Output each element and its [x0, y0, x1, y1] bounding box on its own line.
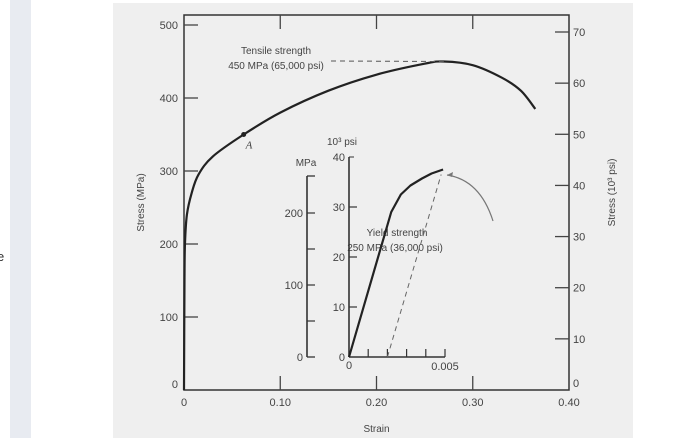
- stress-strain-figure: 0 0.10 0.20 0.30 0.40 0 100 200 300 400 500 0 10 20 30…: [113, 3, 633, 438]
- point-a-marker: [241, 132, 247, 137]
- y-tick-label: 0: [172, 379, 178, 391]
- x-tick-label: 0.20: [366, 397, 387, 409]
- inset-psi-tick-label: 30: [333, 202, 345, 214]
- y-right-tick-label: 30: [573, 232, 585, 244]
- tensile-strength-label: Tensile strength: [241, 46, 311, 57]
- y-tick-label: 100: [160, 312, 178, 324]
- inset-psi-tick-label: 40: [333, 152, 345, 164]
- x-tick-label: 0.40: [558, 397, 579, 409]
- inset-x-tick-label: 0: [346, 360, 352, 372]
- y-axis-label: Stress (MPa): [136, 173, 147, 231]
- inset-mpa-tick-label: 200: [285, 208, 303, 220]
- offset-line: [386, 174, 442, 358]
- inset-psi-unit: 10³ psi: [327, 137, 357, 148]
- tensile-strength-leader: [330, 60, 444, 62]
- inset-mpa-tick-label: 100: [285, 280, 303, 292]
- x-axis-label: Strain: [363, 424, 389, 435]
- yield-strength-value: 250 MPa (36,000 psi): [347, 243, 443, 254]
- y-right-tick-label: 20: [573, 283, 585, 295]
- y-right-axis-label: Stress (10³ psi): [607, 159, 618, 227]
- yield-strength-arrowhead: [447, 172, 453, 177]
- stress-strain-curve: [182, 60, 537, 391]
- y-right-tick-label: 60: [573, 78, 585, 90]
- y-right-tick-label: 40: [573, 180, 585, 192]
- x-tick-label: 0: [181, 397, 187, 409]
- y-right-tick-label: 0: [573, 378, 579, 390]
- x-tick-label: 0.10: [270, 397, 291, 409]
- stress-strain-chart: 0 0.10 0.20 0.30 0.4001002003004005000102030…: [136, 14, 618, 435]
- y-tick-label: 200: [160, 239, 178, 251]
- inset-mpa-unit: MPa: [296, 158, 317, 169]
- y-tick-label: 500: [160, 20, 178, 32]
- point-a-label: A: [245, 140, 253, 152]
- y-right-tick-label: 50: [573, 129, 585, 141]
- yield-strength-arrow: [446, 174, 494, 222]
- tensile-strength-value: 450 MPa (65,000 psi): [228, 61, 324, 72]
- y-right-tick-label: 70: [573, 27, 585, 39]
- inset-psi-tick-label: 10: [333, 302, 345, 314]
- inset-x-tick-label: 0.005: [431, 361, 459, 373]
- inset-psi-tick-label: 20: [333, 252, 345, 264]
- yield-strength-label: Yield strength: [367, 228, 428, 239]
- inset-psi-tick-label: 0: [339, 352, 345, 364]
- y-tick-label: 300: [160, 166, 178, 178]
- y-right-tick-label: 10: [573, 334, 585, 346]
- inset-mpa-tick-label: 0: [297, 352, 303, 364]
- side-text: e: [0, 249, 5, 264]
- sidebar-strip: [10, 0, 31, 438]
- inset-curve: [347, 168, 444, 358]
- y-tick-label: 400: [160, 93, 178, 105]
- x-tick-label: 0.30: [462, 397, 483, 409]
